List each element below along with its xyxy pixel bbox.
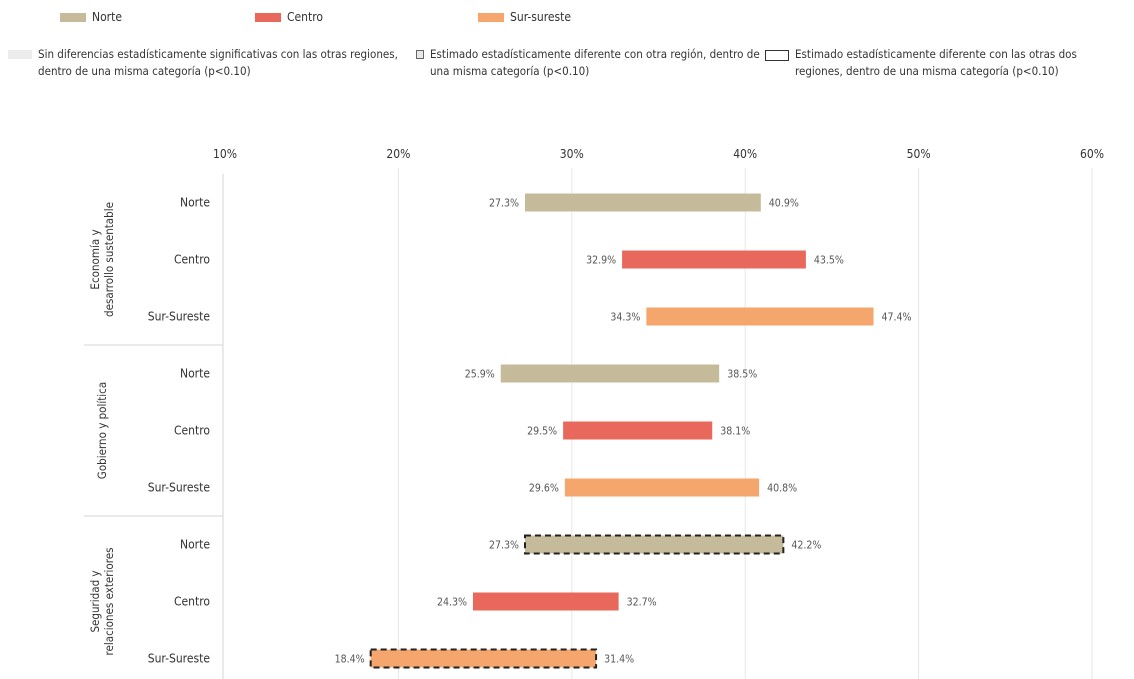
data-label-low: 27.3% [489, 198, 519, 210]
significance-label-none: Sin diferencias estadísticamente signifi… [38, 47, 398, 78]
legend-swatch-sur-sureste [478, 12, 504, 22]
data-label-high: 31.4% [604, 654, 634, 666]
group-label-line: Seguridad y [88, 570, 102, 632]
swatch-gray-box [416, 50, 424, 59]
range-bar [646, 307, 874, 326]
x-tick-label: 40% [733, 147, 757, 161]
significance-legend: Sin diferencias estadísticamente signifi… [0, 46, 1134, 116]
data-label-low: 29.5% [527, 426, 557, 438]
data-label-high: 43.5% [814, 255, 844, 267]
legend-item-centro: Centro [255, 10, 323, 24]
range-bar [622, 250, 806, 269]
group-label: Seguridad yrelaciones exteriores [88, 548, 116, 656]
x-tick-label: 50% [907, 147, 931, 161]
row-label: Norte [180, 367, 210, 381]
legend-label-norte: Norte [92, 10, 122, 24]
data-label-high: 32.7% [627, 597, 657, 609]
x-tick-label: 20% [386, 147, 410, 161]
data-label-high: 47.4% [882, 312, 912, 324]
data-label-low: 25.9% [465, 369, 495, 381]
group-label-line: relaciones exteriores [102, 548, 116, 656]
data-label-low: 29.6% [529, 483, 559, 495]
data-label-low: 34.3% [610, 312, 640, 324]
x-tick-label: 60% [1080, 147, 1104, 161]
group-label-line: desarrollo sustentable [102, 202, 116, 317]
swatch-light-gray [8, 50, 32, 59]
data-label-high: 40.9% [769, 198, 799, 210]
significance-label-one: Estimado estadísticamente diferente con … [430, 47, 760, 78]
data-label-high: 40.8% [767, 483, 797, 495]
swatch-dashed-box [765, 50, 789, 61]
data-label-high: 38.5% [727, 369, 757, 381]
x-tick-label: 30% [560, 147, 584, 161]
row-label: Centro [174, 424, 210, 438]
range-bar [524, 193, 761, 212]
significance-item-none: Sin diferencias estadísticamente signifi… [8, 46, 418, 80]
group-label-line: Economía y [88, 229, 102, 289]
range-bar [563, 421, 713, 440]
significance-item-both: Estimado estadísticamente diferente con … [765, 46, 1125, 80]
range-bar [500, 364, 720, 383]
data-label-low: 27.3% [489, 540, 519, 552]
group-label: Economía ydesarrollo sustentable [88, 202, 116, 317]
row-label: Centro [174, 595, 210, 609]
significance-label-both: Estimado estadísticamente diferente con … [795, 47, 1077, 78]
significance-item-one: Estimado estadísticamente diferente con … [416, 46, 761, 80]
row-label: Centro [174, 253, 210, 267]
row-label: Sur-Sureste [148, 652, 211, 666]
row-label: Norte [180, 196, 210, 210]
group-label: Gobierno y política [95, 382, 109, 479]
data-label-high: 42.2% [791, 540, 821, 552]
legend-item-sur-sureste: Sur-sureste [478, 10, 571, 24]
legend-label-sur-sureste: Sur-sureste [510, 10, 572, 24]
x-tick-label: 10% [213, 147, 237, 161]
data-label-high: 38.1% [720, 426, 750, 438]
row-label: Norte [180, 538, 210, 552]
row-label: Sur-Sureste [148, 481, 211, 495]
data-label-low: 24.3% [437, 597, 467, 609]
range-bar [369, 648, 598, 669]
range-bar [472, 592, 619, 611]
legend-label-centro: Centro [287, 10, 324, 24]
legend-item-norte: Norte [60, 10, 122, 24]
range-bar [564, 478, 760, 497]
group-label-line: Gobierno y política [95, 382, 109, 479]
range-bar [523, 534, 785, 555]
series-legend: Norte Centro Sur-sureste [0, 10, 1134, 30]
legend-swatch-norte [60, 12, 86, 22]
row-label: Sur-Sureste [148, 310, 211, 324]
data-label-low: 32.9% [586, 255, 616, 267]
data-label-low: 18.4% [335, 654, 365, 666]
range-bar-chart: 10% 20% 30% 40% 50% 60% Economía ydesarrollo s… [84, 147, 1104, 679]
legend-swatch-centro [255, 12, 281, 22]
